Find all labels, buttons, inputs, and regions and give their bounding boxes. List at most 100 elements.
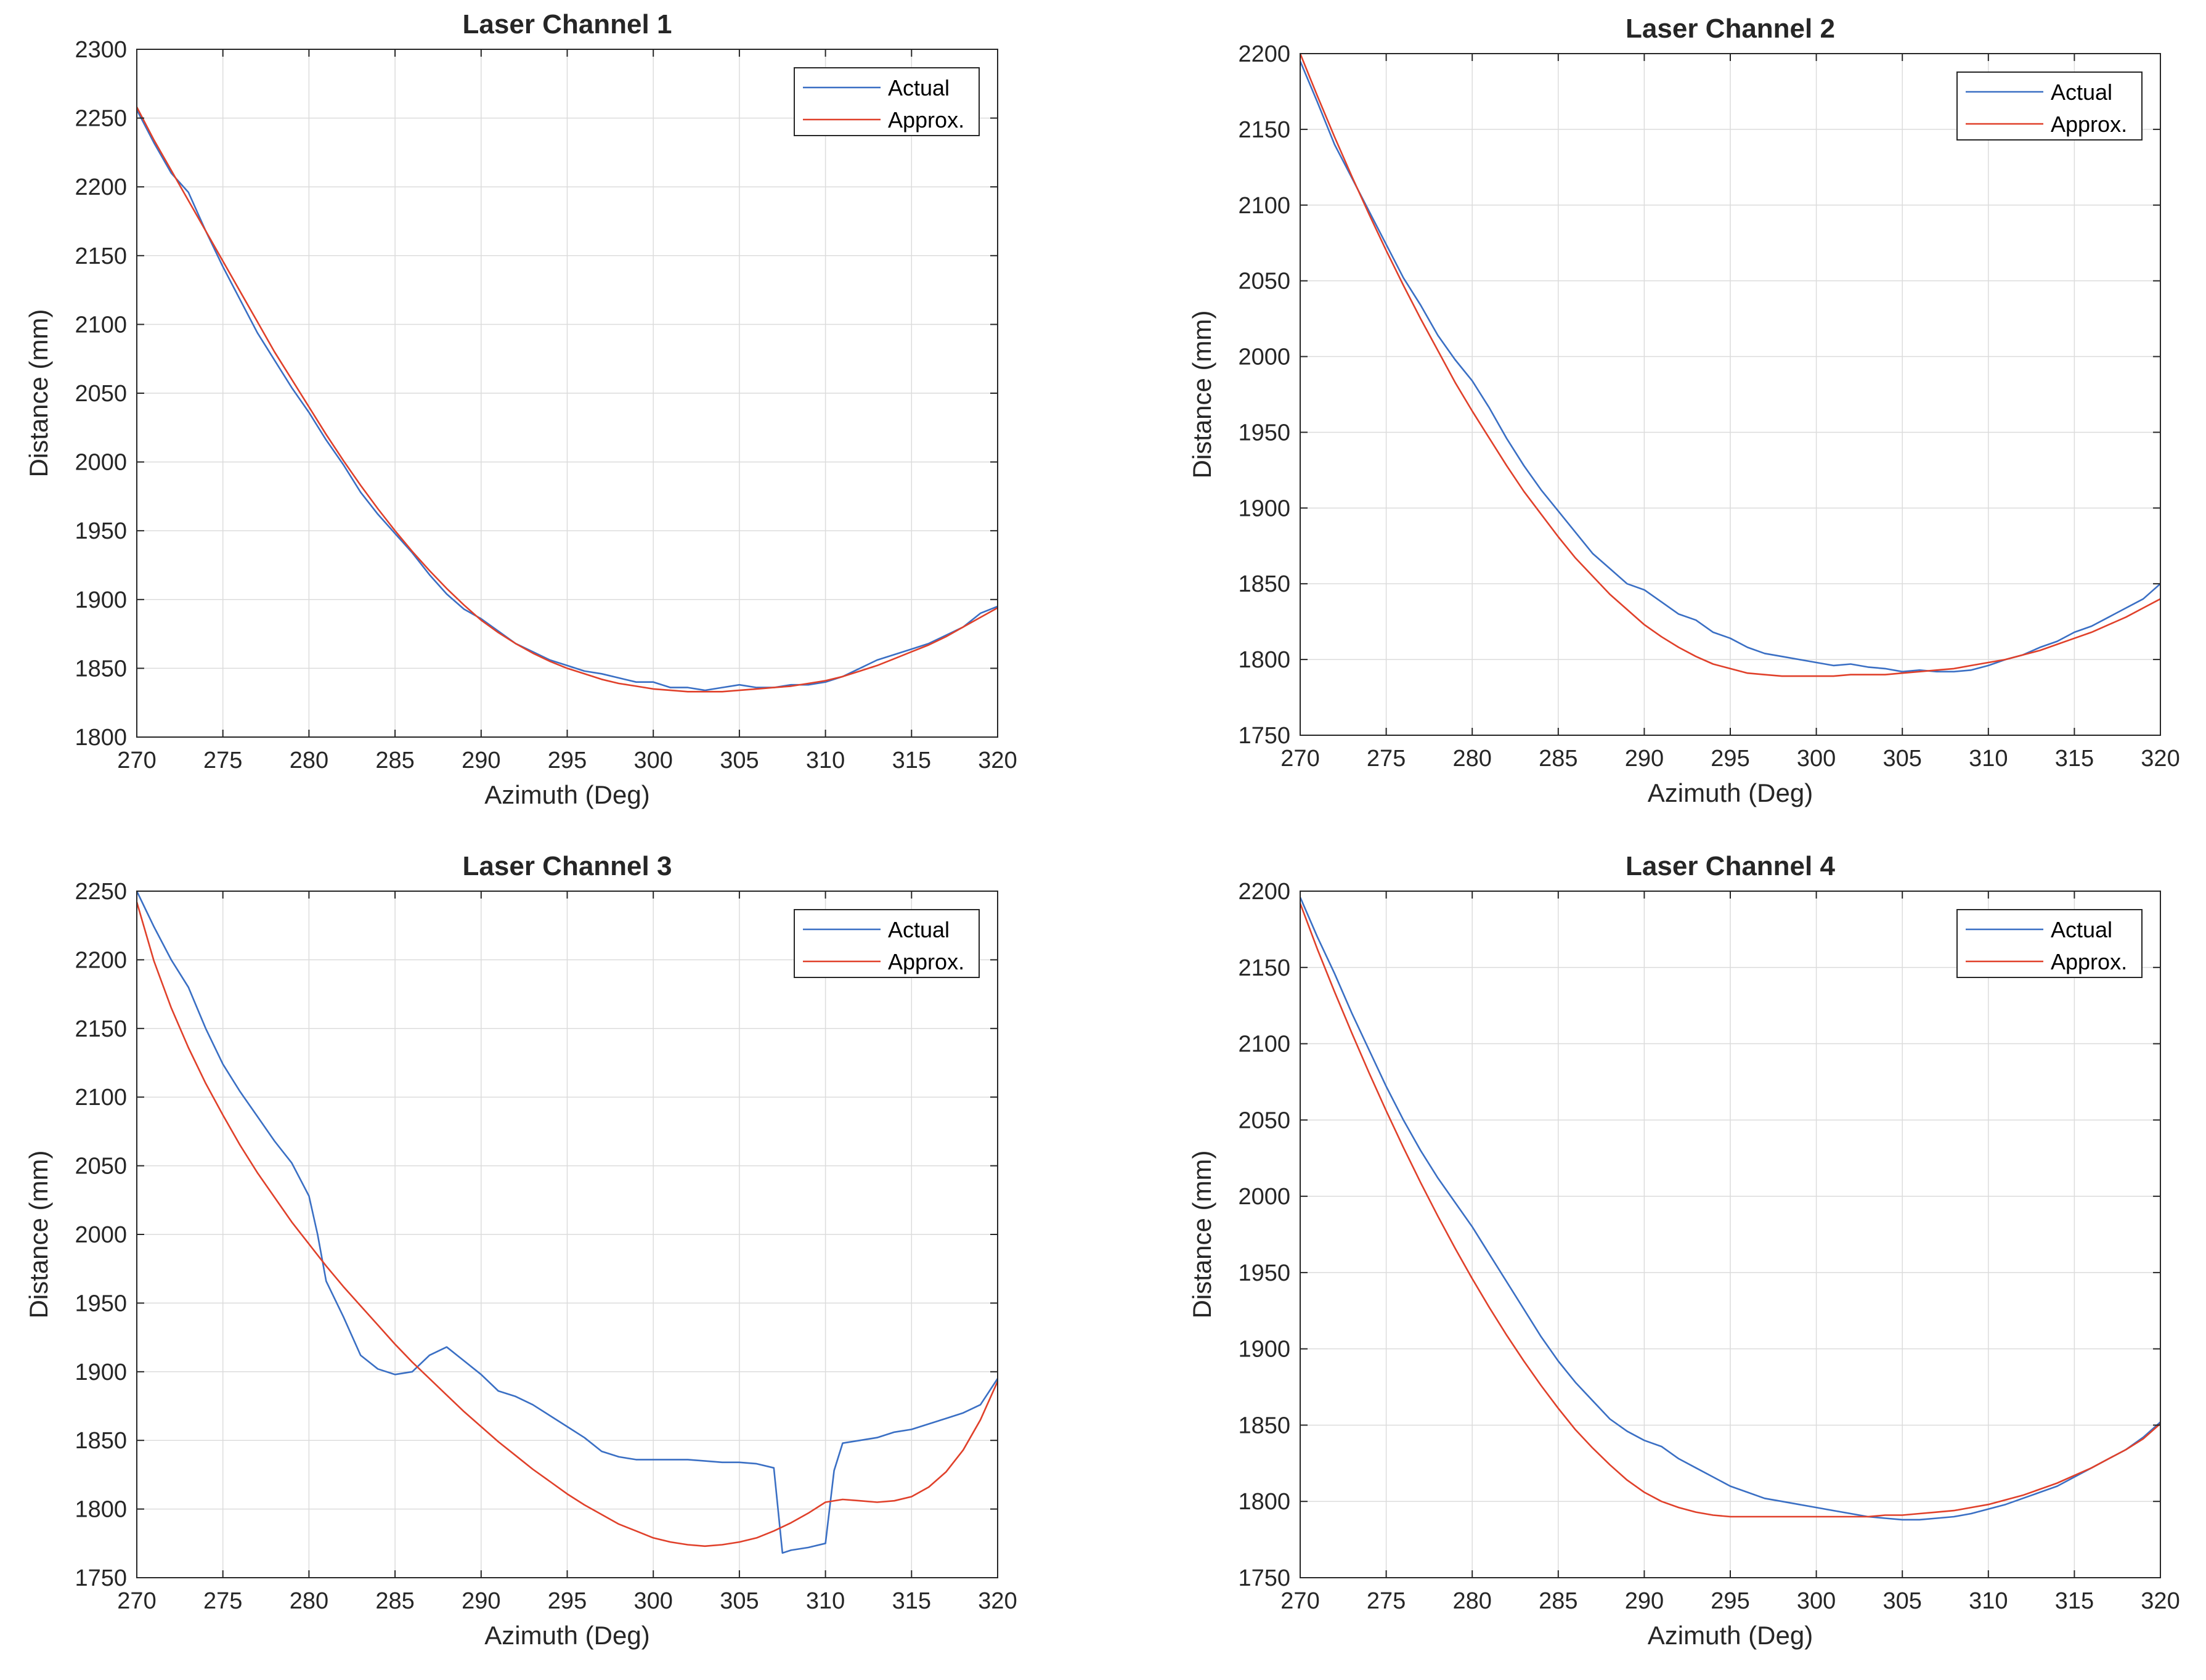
legend: Actual Approx. [794,909,980,978]
legend-box [794,67,980,136]
legend: Actual Approx. [1956,909,2143,978]
y-axis-label: Distance (mm) [1187,310,1216,478]
series-line-approx [1299,903,2161,1518]
y-tick-label: 2050 [75,1154,127,1180]
x-tick-label: 280 [290,1588,328,1614]
x-axis-label: Azimuth (Deg) [484,780,649,809]
legend-label-approx: Approx. [888,107,964,133]
y-tick-label: 1950 [75,1291,127,1316]
y-tick-label: 2100 [1238,1032,1290,1058]
x-tick-label: 285 [375,1588,414,1614]
y-tick-label: 1900 [75,587,127,613]
x-tick-label: 300 [1797,1588,1836,1614]
x-tick-label: 320 [978,1588,1017,1614]
x-tick-label: 285 [375,748,414,773]
x-axis-label: Azimuth (Deg) [484,1621,649,1650]
x-tick-label: 300 [633,748,672,773]
y-tick-label: 2250 [75,106,127,132]
x-tick-label: 280 [1452,1588,1491,1614]
x-tick-label: 270 [117,1588,156,1614]
series-line-actual [136,891,999,1554]
y-tick-label: 2000 [75,1222,127,1248]
x-tick-label: 315 [892,1588,931,1614]
legend-label-actual: Actual [2051,917,2112,942]
y-tick-label: 2150 [75,243,127,269]
subplot-laser-channel-4: 270 275 280 285 290 295 300 305 310 315 320 1750 180… [1187,851,2180,1650]
x-tick-label: 290 [462,748,500,773]
y-tick-label: 2050 [75,381,127,407]
x-tick-label: 290 [1625,1588,1664,1614]
x-axis-label: Azimuth (Deg) [1648,778,1813,807]
x-tick-label: 310 [1969,746,2008,772]
y-tick-label: 1850 [75,1428,127,1454]
y-axis-label: Distance (mm) [24,309,53,477]
y-tick-label: 1900 [1238,1337,1290,1363]
x-tick-label: 275 [203,1588,242,1614]
y-tick-label: 2100 [1238,193,1290,219]
subplot-laser-channel-1: 270 275 280 285 290 295 300 305 310 315 320 1800 185… [24,9,1017,809]
x-tick-label: 295 [548,748,587,773]
y-tick-label: 1950 [75,518,127,544]
x-tick-label: 295 [548,1588,587,1614]
chart-title: Laser Channel 4 [1626,851,1835,881]
legend: Actual Approx. [1956,71,2143,141]
y-tick-label: 2000 [1238,345,1290,370]
x-tick-label: 315 [2055,1588,2094,1614]
x-tick-label: 270 [117,748,156,773]
x-tick-label: 310 [806,1588,845,1614]
y-tick-label: 2250 [75,879,127,905]
legend-box [1956,71,2143,141]
x-tick-label: 305 [1882,1588,1921,1614]
y-tick-label: 1750 [75,1565,127,1591]
y-tick-label: 2200 [1238,879,1290,905]
y-axis-label: Distance (mm) [24,1150,53,1318]
x-tick-label: 275 [1367,746,1406,772]
y-tick-label: 1800 [1238,647,1290,673]
y-tick-label: 1850 [1238,1413,1290,1438]
subplot-laser-channel-2: 270 275 280 285 290 295 300 305 310 315 320 1750 180… [1187,14,2180,807]
x-tick-label: 280 [1452,746,1491,772]
y-tick-label: 2050 [1238,1107,1290,1133]
legend-box [1956,909,2143,978]
x-tick-label: 305 [1882,746,1921,772]
x-tick-label: 305 [720,1588,759,1614]
y-tick-label: 1800 [75,1497,127,1523]
x-tick-label: 300 [1797,746,1836,772]
chart-title: Laser Channel 2 [1626,14,1835,44]
y-tick-label: 2100 [75,1085,127,1111]
y-tick-label: 2050 [1238,269,1290,295]
x-tick-label: 315 [892,748,931,773]
series-line-approx [1299,53,2161,677]
y-tick-label: 2150 [1238,955,1290,981]
y-tick-label: 2200 [75,174,127,200]
x-axis-label: Azimuth (Deg) [1648,1621,1813,1650]
subplot-laser-channel-3: 270 275 280 285 290 295 300 305 310 315 320 1750 180… [24,851,1017,1650]
x-tick-label: 295 [1711,1588,1749,1614]
x-tick-label: 275 [1367,1588,1406,1614]
y-axis-label: Distance (mm) [1187,1150,1216,1318]
y-tick-label: 2100 [75,312,127,338]
x-tick-label: 285 [1539,1588,1577,1614]
x-tick-label: 295 [1711,746,1749,772]
legend-label-approx: Approx. [888,949,964,974]
x-tick-label: 275 [203,748,242,773]
x-tick-label: 320 [2141,1588,2180,1614]
y-tick-label: 2300 [75,37,127,63]
y-tick-label: 1900 [1238,495,1290,521]
x-tick-label: 270 [1280,1588,1319,1614]
legend-box [794,909,980,978]
y-tick-label: 1800 [1238,1489,1290,1515]
y-tick-label: 1750 [1238,723,1290,749]
x-tick-label: 290 [462,1588,500,1614]
y-tick-label: 2000 [1238,1184,1290,1210]
x-tick-label: 290 [1625,746,1664,772]
y-tick-label: 2200 [1238,41,1290,67]
series-line-actual [1299,897,2161,1521]
x-tick-label: 310 [1969,1588,2008,1614]
x-tick-label: 305 [720,748,759,773]
x-tick-label: 280 [290,748,328,773]
x-tick-label: 270 [1280,746,1319,772]
y-tick-label: 1850 [75,656,127,682]
legend-label-actual: Actual [888,75,950,100]
y-tick-label: 1750 [1238,1565,1290,1591]
